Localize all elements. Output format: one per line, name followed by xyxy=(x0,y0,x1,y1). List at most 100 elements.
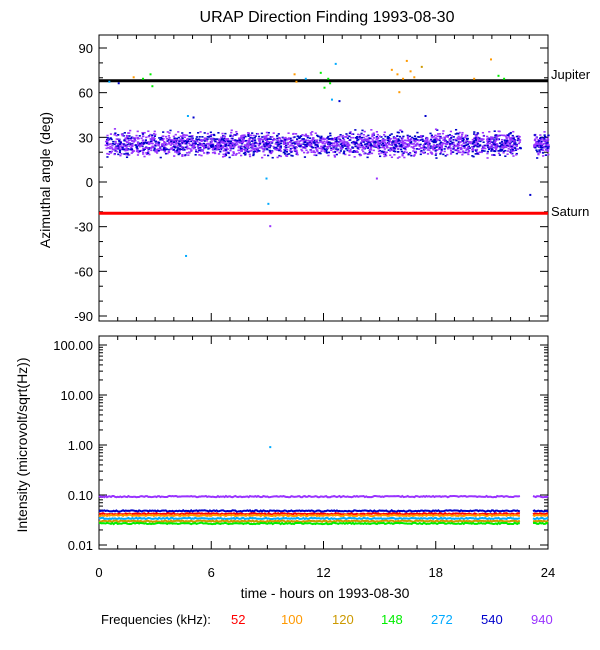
azimuth-band-point xyxy=(178,149,181,152)
azimuth-band-point xyxy=(172,135,175,138)
azimuth-band-point xyxy=(539,139,542,141)
azimuth-band-point xyxy=(494,146,497,149)
azimuth-band-point xyxy=(469,142,472,145)
azimuth-band-point xyxy=(244,150,247,152)
azimuth-band-point xyxy=(435,140,438,142)
azimuth-band-point xyxy=(158,141,161,144)
azimuth-band-point xyxy=(495,145,498,148)
azimuth-band-point xyxy=(311,141,314,144)
azimuth-band-point xyxy=(186,137,189,140)
azimuth-band-point xyxy=(537,143,540,146)
azimuth-band-point xyxy=(360,138,363,140)
azimuth-band-point xyxy=(360,132,363,135)
azimuth-band-point xyxy=(217,148,220,151)
azimuth-band-point xyxy=(504,155,507,158)
azimuth-band-point xyxy=(384,152,387,154)
azimuth-band-point xyxy=(330,149,333,151)
azimuth-band-point xyxy=(467,150,470,153)
azimuth-band-point xyxy=(540,148,543,151)
azimuth-band-point xyxy=(278,149,281,152)
azimuth-band-point xyxy=(435,146,438,148)
azimuth-band-point xyxy=(291,155,294,157)
azimuth-band-point xyxy=(145,153,149,156)
azimuth-band-point xyxy=(249,150,252,152)
azimuth-band-point xyxy=(547,144,550,146)
azimuth-band-point xyxy=(491,141,494,143)
azimuth-band-point xyxy=(382,151,385,154)
azimuth-band-point xyxy=(417,143,421,146)
azimuth-band-point xyxy=(221,132,224,135)
azimuth-band-point xyxy=(339,133,342,136)
azimuth-band-point xyxy=(327,154,330,157)
azimuth-band-point xyxy=(134,137,137,139)
azimuth-band-point xyxy=(127,139,130,142)
intensity-axis-label: Intensity (microvolt/sqrt(Hz)) xyxy=(14,357,30,532)
azimuth-band-point xyxy=(370,137,373,140)
azimuth-band-point xyxy=(518,139,522,141)
azimuth-band-point xyxy=(153,149,156,152)
azimuth-band-point xyxy=(419,139,422,141)
azimuth-band-point xyxy=(486,150,489,153)
azimuth-band-point xyxy=(183,140,186,143)
azimuth-band-point xyxy=(310,134,313,136)
azimuth-point xyxy=(151,85,154,88)
azimuth-band-point xyxy=(150,149,153,152)
azimuth-band-point xyxy=(224,149,227,151)
azimuth-band-point xyxy=(357,136,360,139)
azimuth-band-point xyxy=(144,139,147,141)
intensity-series-940 xyxy=(532,495,549,499)
azimuth-band-point xyxy=(206,132,209,135)
azimuth-band-point xyxy=(340,143,343,145)
azimuth-band-point xyxy=(309,137,312,139)
azimuth-band-point xyxy=(472,137,476,140)
azimuth-band-point xyxy=(224,145,227,147)
azimuth-band-point xyxy=(136,130,139,133)
azimuth-band-point xyxy=(481,131,485,134)
azimuth-band-point xyxy=(167,135,170,137)
azimuth-band-point xyxy=(187,147,190,150)
azimuth-band-point xyxy=(244,148,248,151)
azimuth-band-point xyxy=(173,145,176,148)
azimuth-band-point xyxy=(366,153,369,155)
azimuth-band-point xyxy=(544,140,547,143)
azimuth-band-point xyxy=(257,138,260,140)
azimuth-band-point xyxy=(384,143,387,146)
azimuth-band-point xyxy=(449,140,452,142)
azimuth-band-point xyxy=(310,144,313,146)
intensity-tick-label: 10.00 xyxy=(60,388,93,403)
azimuth-band-point xyxy=(517,135,520,137)
azimuth-band-point xyxy=(495,144,499,146)
time-axis-label: time - hours on 1993-08-30 xyxy=(241,585,410,601)
azimuth-band-point xyxy=(361,149,364,151)
azimuth-band-point xyxy=(240,141,243,144)
azimuth-band-point xyxy=(267,134,270,136)
azimuth-band-point xyxy=(499,150,502,152)
azimuth-band-point xyxy=(463,136,466,139)
azimuth-band-point xyxy=(307,143,310,146)
azimuth-band-point xyxy=(132,141,135,143)
azimuth-band-point xyxy=(424,137,428,140)
azimuth-band-point xyxy=(459,151,462,154)
azimuth-band-point xyxy=(411,143,414,145)
azimuth-band-point xyxy=(368,152,371,155)
azimuth-band-point xyxy=(384,153,387,156)
azimuth-band-point xyxy=(251,147,254,149)
azimuth-band-point xyxy=(408,152,412,155)
azimuth-band-point xyxy=(317,135,320,138)
azimuth-band-point xyxy=(153,130,156,133)
azimuth-band-point xyxy=(487,139,490,142)
azimuth-band-point xyxy=(253,150,257,153)
azimuth-band-point xyxy=(194,142,197,145)
azimuth-band-point xyxy=(362,139,365,142)
azimuth-band-point xyxy=(220,139,223,142)
azimuth-band-point xyxy=(322,138,325,141)
azimuth-band-point xyxy=(519,147,522,150)
azimuth-band-point xyxy=(262,148,265,151)
azimuth-band-point xyxy=(260,146,263,149)
azimuth-band-point xyxy=(310,139,313,142)
azimuth-band-point xyxy=(191,139,194,141)
azimuth-band-point xyxy=(238,152,241,154)
azimuth-band-point xyxy=(293,136,296,138)
azimuth-band-point xyxy=(327,147,330,149)
azimuth-band-point xyxy=(434,134,437,137)
